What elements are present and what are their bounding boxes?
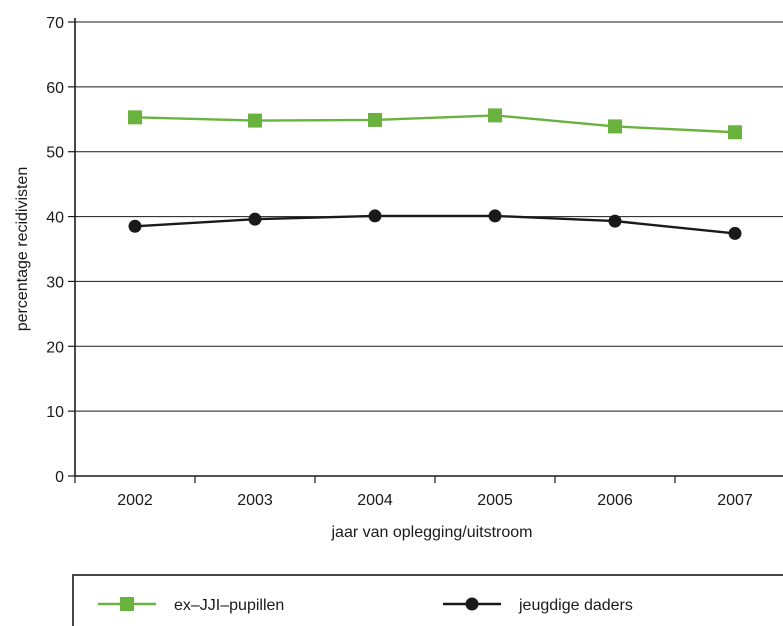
y-tick-label: 10 (46, 404, 64, 421)
series-line (135, 115, 735, 132)
axes (68, 18, 783, 483)
y-tick-label: 30 (46, 274, 64, 291)
y-tick-label: 70 (46, 15, 64, 32)
data-point (608, 119, 622, 133)
data-point (488, 108, 502, 122)
x-tick-label: 2005 (477, 492, 513, 509)
legend-items: ex–JJI–pupillen jeugdige daders (98, 597, 633, 614)
y-tick-label: 60 (46, 80, 64, 97)
data-point (248, 114, 262, 128)
y-tick-label: 0 (55, 469, 64, 486)
data-point (368, 113, 382, 127)
data-point (249, 213, 262, 226)
series-line (135, 216, 735, 234)
y-tick-label: 50 (46, 145, 64, 162)
series (128, 108, 742, 240)
x-tick-label: 2006 (597, 492, 633, 509)
x-tick-label: 2004 (357, 492, 393, 509)
data-point (129, 220, 142, 233)
data-point (728, 125, 742, 139)
data-point (609, 215, 622, 228)
legend-marker (120, 597, 134, 611)
x-axis-title: jaar van oplegging/uitstroom (330, 524, 532, 541)
series-0 (128, 108, 742, 139)
legend-label: ex–JJI–pupillen (174, 597, 284, 614)
legend-marker (466, 598, 479, 611)
y-tick-label: 40 (46, 210, 64, 227)
legend-label: jeugdige daders (518, 597, 633, 614)
y-tick-labels: 0 10 20 30 40 50 60 70 (46, 15, 64, 486)
x-tick-labels: 2002 2003 2004 2005 2006 2007 (117, 492, 753, 509)
data-point (729, 227, 742, 240)
legend-item: jeugdige daders (443, 597, 633, 614)
x-tick-label: 2003 (237, 492, 273, 509)
y-axis-title: percentage recidivisten (14, 167, 31, 332)
data-point (128, 110, 142, 124)
x-tick-label: 2007 (717, 492, 753, 509)
data-point (489, 209, 502, 222)
x-tick-label: 2002 (117, 492, 153, 509)
legend: ex–JJI–pupillen jeugdige daders (73, 575, 783, 626)
y-tick-label: 20 (46, 339, 64, 356)
legend-item: ex–JJI–pupillen (98, 597, 284, 614)
data-point (369, 209, 382, 222)
series-1 (129, 209, 742, 240)
